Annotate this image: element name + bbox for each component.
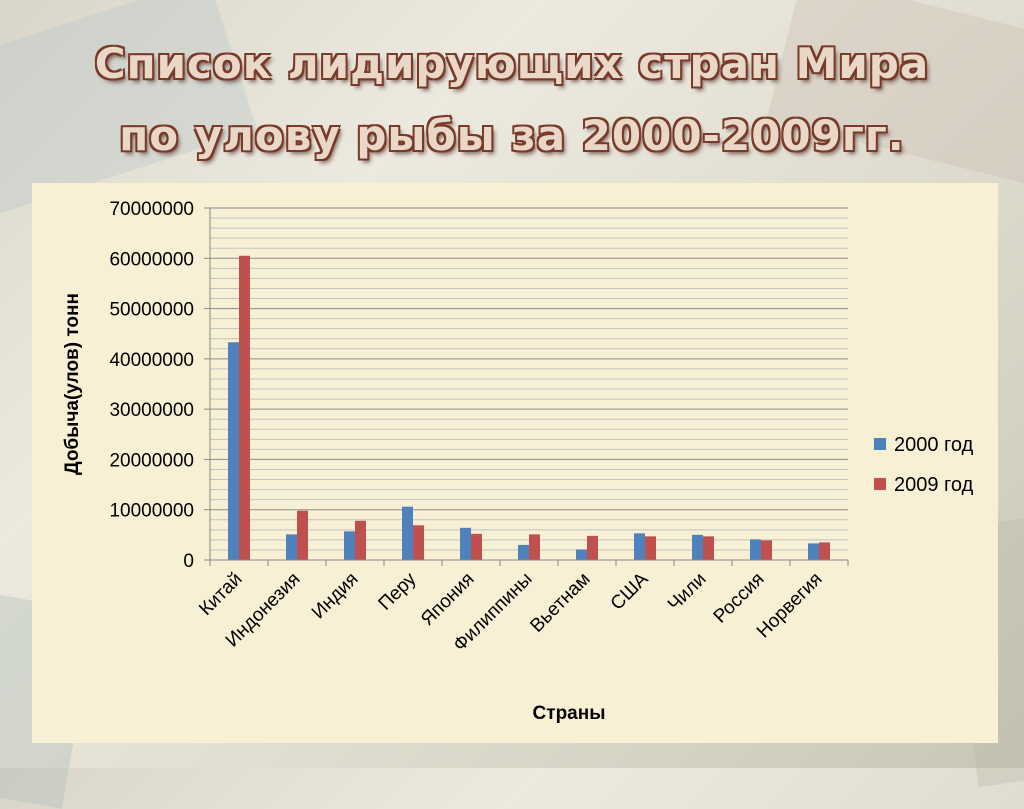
bar-series1 (460, 527, 471, 560)
bar-series1 (750, 539, 761, 560)
y-tick-label: 20000000 (109, 450, 194, 471)
y-tick-label: 50000000 (109, 300, 194, 321)
y-axis-title: Добыча(улов) тонн (62, 293, 83, 475)
bar-series2 (645, 536, 656, 560)
x-tick-label: Перу (375, 568, 421, 614)
legend-label: 2000 год (894, 434, 974, 456)
x-tick-label: Россия (710, 569, 769, 628)
chart-legend: 2000 год 2009 год (874, 434, 974, 496)
bar-series2 (529, 534, 540, 560)
bar-series2 (355, 520, 366, 560)
bar-series1 (634, 533, 645, 560)
x-tick-label: США (607, 568, 653, 614)
y-tick-label: 10000000 (109, 501, 194, 522)
legend-swatch (874, 478, 886, 490)
legend-swatch (874, 438, 886, 450)
bar-series1 (402, 506, 413, 560)
bar-series1 (808, 543, 819, 560)
x-tick-label: Вьетнам (526, 569, 594, 637)
slide-title: Список лидирующих стран Мира по улову ры… (0, 28, 1024, 172)
chart-panel: 0 10000000 20000000 30000000 40000000 5000000… (32, 183, 998, 743)
bar-series2 (413, 525, 424, 560)
bar-series2 (471, 533, 482, 560)
y-axis-ticks: 0 10000000 20000000 30000000 40000000 5000000… (109, 199, 210, 572)
bar-chart: 0 10000000 20000000 30000000 40000000 5000000… (62, 199, 974, 724)
y-tick-label: 70000000 (109, 199, 194, 220)
y-tick-label: 0 (183, 551, 194, 572)
bar-series1 (344, 531, 355, 560)
y-tick-label: 60000000 (109, 249, 194, 270)
chart-gridlines (210, 207, 848, 561)
bar-series1 (228, 342, 239, 560)
x-tick-label: Индия (308, 569, 363, 624)
x-tick-label: Китай (195, 569, 246, 620)
slide-title-line1: Список лидирующих стран Мира (94, 39, 930, 88)
bar-series1 (518, 544, 529, 560)
y-tick-label: 30000000 (109, 400, 194, 421)
bar-series1 (692, 534, 703, 560)
x-axis-title: Страны (533, 703, 606, 724)
bar-series2 (587, 535, 598, 560)
bar-series2 (297, 510, 308, 560)
bar-series1 (576, 549, 587, 560)
x-tick-label: Чили (664, 569, 711, 616)
bar-series2 (239, 255, 250, 560)
chart-bars (228, 255, 830, 560)
bar-series1 (286, 534, 297, 560)
y-tick-label: 40000000 (109, 350, 194, 371)
bar-series2 (703, 536, 714, 560)
slide-title-line2: по улову рыбы за 2000-2009гг. (119, 111, 905, 161)
legend-label: 2009 год (894, 474, 974, 496)
bar-series2 (819, 542, 830, 560)
bar-series2 (761, 540, 772, 560)
